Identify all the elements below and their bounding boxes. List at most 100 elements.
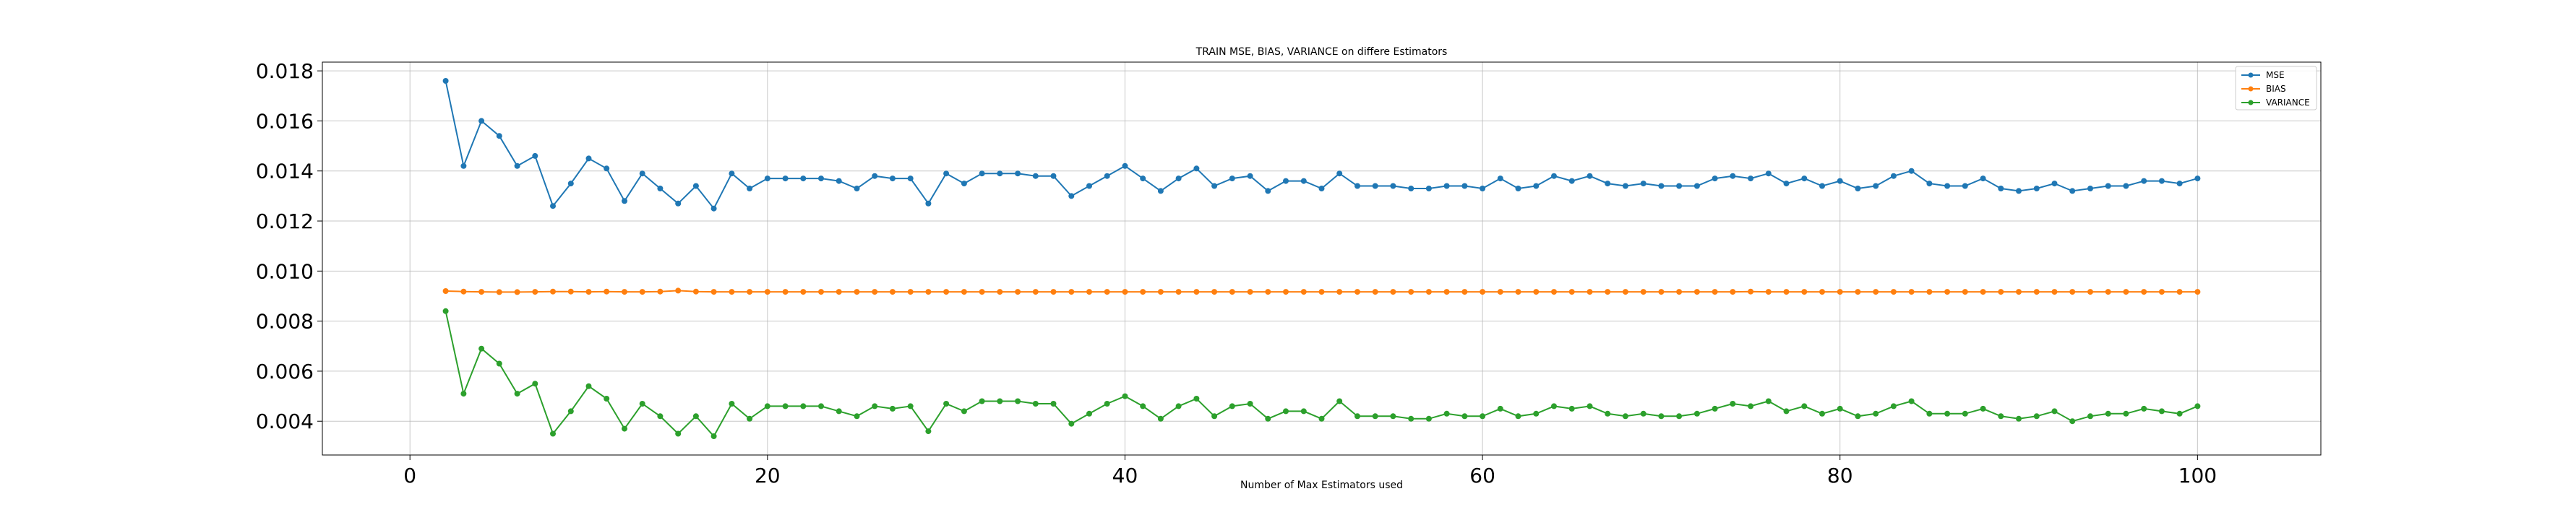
legend-label-bias: BIAS [2266, 84, 2286, 94]
series-bias [442, 287, 2201, 295]
data-point-variance [585, 383, 592, 389]
x-tick-label: 100 [2178, 464, 2217, 488]
data-point-variance [1622, 413, 1628, 420]
data-point-bias [1712, 289, 1718, 295]
data-point-mse [854, 186, 860, 191]
data-point-mse [639, 170, 645, 177]
data-point-bias [1032, 289, 1039, 295]
data-point-variance [1354, 413, 1360, 420]
data-point-mse [872, 173, 878, 179]
data-point-variance [1730, 401, 1736, 407]
legend-label-variance: VARIANCE [2266, 98, 2310, 108]
data-point-variance [1265, 415, 1271, 422]
data-point-bias [1998, 289, 2004, 295]
legend-item-mse: MSE [2241, 70, 2285, 80]
data-point-bias [1587, 289, 1593, 295]
data-point-bias [478, 289, 485, 295]
y-tick-label: 0.016 [256, 109, 314, 133]
data-point-mse [1730, 173, 1736, 179]
data-point-mse [2051, 181, 2058, 187]
data-point-variance [1497, 405, 1503, 412]
data-point-variance [1640, 410, 1647, 417]
data-point-mse [1783, 181, 1790, 187]
data-point-bias [1336, 289, 1343, 295]
data-point-variance [1658, 413, 1665, 420]
data-point-bias [1748, 288, 1754, 295]
data-point-bias [1765, 289, 1772, 295]
data-point-bias [854, 289, 860, 295]
data-point-bias [2051, 289, 2058, 295]
data-point-mse [1211, 183, 1218, 189]
data-point-mse [1998, 186, 2004, 191]
data-point-variance [1443, 410, 1450, 417]
data-point-bias [1730, 289, 1736, 295]
data-point-variance [1283, 408, 1289, 415]
data-point-mse [1032, 173, 1039, 179]
data-point-variance [2016, 415, 2022, 422]
data-point-variance [478, 345, 485, 352]
data-point-variance [1211, 413, 1218, 420]
data-point-mse [997, 170, 1003, 177]
data-point-mse [1157, 188, 1164, 194]
series-mse [442, 78, 2201, 212]
data-point-variance [1175, 403, 1182, 410]
data-point-bias [943, 289, 950, 295]
data-point-bias [2033, 289, 2040, 295]
data-point-variance [1890, 403, 1897, 410]
data-point-variance [1086, 410, 1092, 417]
data-point-variance [1300, 408, 1307, 415]
data-point-variance [692, 413, 699, 420]
data-point-bias [2105, 289, 2111, 295]
data-point-bias [675, 287, 682, 294]
data-point-bias [1193, 289, 1200, 295]
data-point-variance [854, 413, 860, 420]
data-point-mse [1015, 170, 1021, 177]
data-point-mse [2141, 178, 2147, 184]
data-point-variance [1229, 403, 1235, 410]
data-point-variance [1587, 403, 1593, 410]
data-point-bias [2194, 289, 2201, 295]
data-point-variance [2176, 410, 2183, 417]
data-point-mse [1480, 186, 1486, 191]
data-point-bias [1140, 289, 1146, 295]
data-point-bias [1318, 289, 1325, 295]
data-point-variance [943, 401, 950, 407]
data-point-mse [2105, 183, 2111, 189]
data-point-bias [1122, 289, 1128, 295]
data-point-bias [1837, 289, 1843, 295]
data-point-mse [550, 203, 556, 209]
data-point-mse [2016, 188, 2022, 194]
data-point-bias [2158, 289, 2165, 295]
data-point-mse [1693, 183, 1700, 189]
data-point-bias [1175, 289, 1182, 295]
data-point-mse [836, 178, 842, 184]
legend-item-bias: BIAS [2241, 84, 2286, 94]
data-point-variance [1551, 403, 1557, 410]
data-point-bias [1551, 289, 1557, 295]
data-point-variance [2033, 413, 2040, 420]
data-point-variance [1693, 410, 1700, 417]
data-point-variance [1015, 398, 1021, 404]
data-point-bias [1157, 289, 1164, 295]
data-point-bias [1425, 289, 1432, 295]
data-point-mse [1622, 183, 1628, 189]
data-point-bias [764, 289, 770, 295]
data-point-mse [675, 200, 682, 207]
data-point-mse [1962, 183, 1968, 189]
data-point-variance [532, 381, 538, 387]
data-point-bias [442, 288, 449, 294]
data-point-bias [1480, 289, 1486, 295]
data-point-mse [1765, 170, 1772, 177]
data-point-bias [1622, 289, 1628, 295]
data-point-mse [1748, 176, 1754, 182]
data-point-mse [1801, 176, 1808, 182]
data-point-mse [514, 162, 520, 169]
data-point-mse [1122, 162, 1128, 169]
data-point-bias [1658, 289, 1665, 295]
data-point-mse [2194, 176, 2201, 182]
data-point-bias [1461, 289, 1468, 295]
data-point-variance [747, 415, 753, 422]
data-point-mse [1372, 183, 1378, 189]
legend-marker-bias [2248, 86, 2254, 92]
x-axis-label: Number of Max Estimators used [1240, 480, 1403, 491]
